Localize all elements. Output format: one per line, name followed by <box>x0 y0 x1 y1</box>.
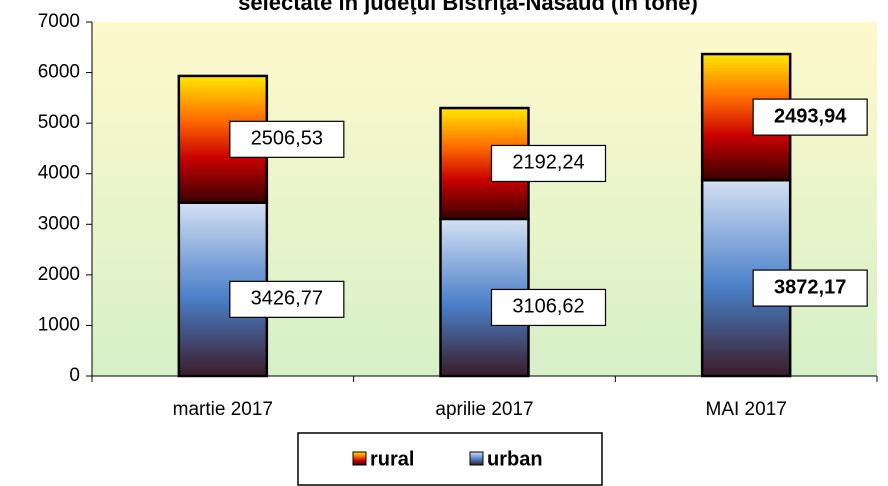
data-label-box <box>490 288 607 327</box>
data-label-box <box>229 120 345 158</box>
y-tick-label: 6000 <box>38 62 80 83</box>
data-label-box <box>752 98 868 136</box>
x-tick-label: martie 2017 <box>173 399 273 420</box>
legend-swatch <box>352 451 367 466</box>
x-tick-label: MAI 2017 <box>706 399 787 420</box>
legend-swatch <box>469 451 484 466</box>
legend-label: rural <box>370 448 414 470</box>
data-label-box <box>752 269 868 307</box>
y-tick-label: 4000 <box>38 163 80 184</box>
chart-title: selectate în judeţul Bistriţa-Năsăud (în… <box>238 0 698 15</box>
x-tick-label: aprilie 2017 <box>435 399 533 420</box>
y-tick-label: 1000 <box>38 314 80 335</box>
y-tick-label: 0 <box>69 365 80 386</box>
y-tick-label: 5000 <box>38 112 80 133</box>
y-tick-label: 2000 <box>38 264 80 285</box>
data-label: 2192,24 <box>512 152 584 174</box>
data-label: 3426,77 <box>251 288 323 310</box>
legend <box>297 432 603 486</box>
data-label-box <box>490 144 607 183</box>
data-label: 3106,62 <box>512 296 584 318</box>
data-label-box <box>229 280 345 318</box>
y-tick-label: 3000 <box>38 213 80 234</box>
y-tick-label: 7000 <box>38 11 80 32</box>
legend-label: urban <box>487 448 543 470</box>
data-label: 2506,53 <box>251 128 323 150</box>
data-label: 2493,94 <box>774 105 847 127</box>
data-label: 3872,17 <box>774 276 846 298</box>
